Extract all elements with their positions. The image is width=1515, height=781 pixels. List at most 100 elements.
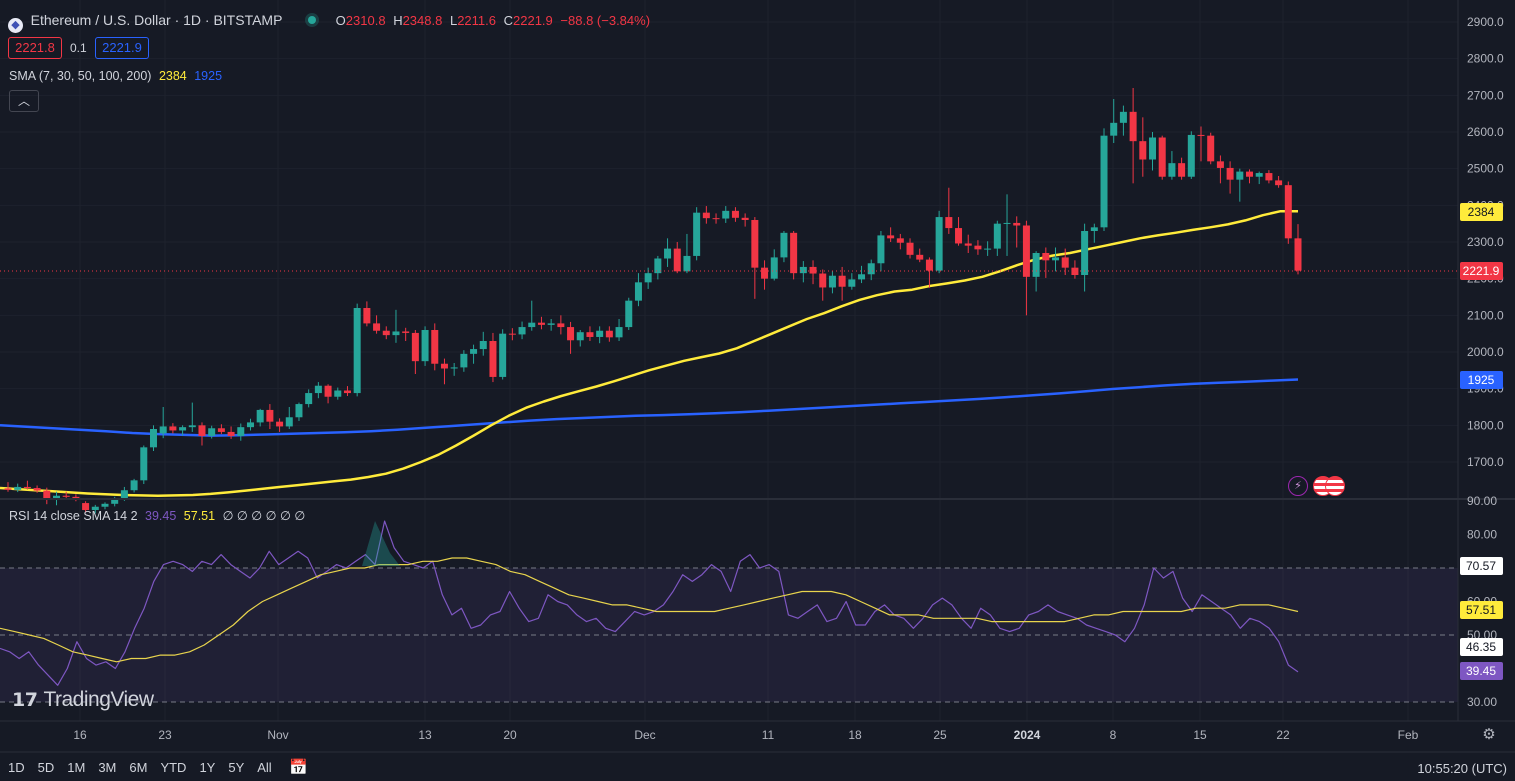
candle[interactable]: [838, 266, 846, 301]
timeframe-5y-button[interactable]: 5Y: [228, 760, 245, 775]
sma-blue-price-badge[interactable]: 1925: [1460, 371, 1503, 389]
sma-blue-polyline[interactable]: [0, 378, 1299, 437]
candle[interactable]: [256, 408, 264, 427]
last-price-badge[interactable]: 2221.9: [1460, 262, 1503, 280]
candle[interactable]: [858, 265, 866, 284]
candle[interactable]: [91, 504, 99, 514]
candle[interactable]: [974, 240, 982, 255]
candle[interactable]: [1178, 157, 1186, 180]
candle[interactable]: [1061, 248, 1069, 275]
candle[interactable]: [799, 261, 807, 283]
candle[interactable]: [431, 323, 439, 371]
candle[interactable]: [314, 382, 322, 399]
timeframe-1y-button[interactable]: 1Y: [199, 760, 216, 775]
candle[interactable]: [1013, 216, 1021, 248]
us-flag-event-icon-2[interactable]: [1325, 476, 1345, 496]
candle[interactable]: [751, 217, 759, 299]
candle[interactable]: [1236, 168, 1244, 202]
rsi-mid-badge[interactable]: 46.35: [1460, 638, 1503, 656]
candle[interactable]: [499, 329, 507, 380]
sma-yellow-price-badge[interactable]: 2384: [1460, 203, 1503, 221]
candle[interactable]: [1246, 169, 1254, 184]
candle[interactable]: [1003, 194, 1011, 256]
timeframe-1m-button[interactable]: 1M: [67, 760, 86, 775]
timeframe-6m-button[interactable]: 6M: [129, 760, 148, 775]
candle[interactable]: [373, 315, 381, 334]
date-range-button[interactable]: 📅: [289, 758, 311, 778]
candle[interactable]: [896, 233, 904, 250]
candle[interactable]: [1284, 181, 1292, 244]
candle[interactable]: [285, 407, 293, 429]
candle[interactable]: [14, 483, 22, 493]
candle[interactable]: [508, 328, 516, 341]
candle[interactable]: [586, 326, 594, 341]
rsi-value-badge[interactable]: 39.45: [1460, 662, 1503, 680]
candle[interactable]: [440, 358, 448, 385]
utc-clock[interactable]: 10:55:20 (UTC): [1417, 761, 1507, 776]
candle[interactable]: [411, 330, 419, 374]
candle[interactable]: [673, 242, 681, 274]
candle[interactable]: [1052, 247, 1060, 272]
rsi-upper-badge[interactable]: 70.57: [1460, 557, 1503, 575]
candle[interactable]: [1197, 126, 1205, 162]
candle[interactable]: [683, 233, 691, 274]
sma-legend[interactable]: SMA (7, 30, 50, 100, 200) 2384 1925: [9, 69, 222, 83]
candle[interactable]: [693, 207, 701, 261]
market-status-icon[interactable]: [308, 16, 317, 24]
candle[interactable]: [1071, 260, 1079, 279]
candle[interactable]: [188, 402, 196, 432]
collapse-legend-button[interactable]: ︿: [9, 90, 39, 112]
candle[interactable]: [1149, 132, 1157, 171]
candle[interactable]: [217, 424, 225, 435]
candle[interactable]: [596, 326, 604, 344]
candle[interactable]: [382, 326, 390, 340]
timeframe-3m-button[interactable]: 3M: [98, 760, 117, 775]
candle[interactable]: [1022, 220, 1030, 316]
candle[interactable]: [392, 309, 400, 343]
candle[interactable]: [208, 425, 216, 439]
candle[interactable]: [964, 234, 972, 253]
candle[interactable]: [935, 210, 943, 274]
candle[interactable]: [402, 327, 410, 341]
candle[interactable]: [615, 319, 623, 341]
candle[interactable]: [993, 220, 1001, 256]
candle[interactable]: [819, 269, 827, 301]
candle[interactable]: [130, 478, 138, 493]
candle[interactable]: [557, 315, 565, 335]
timeframe-5d-button[interactable]: 5D: [37, 760, 55, 775]
candle[interactable]: [867, 259, 875, 281]
candle[interactable]: [421, 326, 429, 366]
candle[interactable]: [1081, 223, 1089, 292]
rsi-ma-polyline[interactable]: [0, 557, 1299, 663]
candle[interactable]: [567, 321, 575, 354]
time-axis-settings-button[interactable]: ⚙: [1480, 726, 1498, 744]
candle[interactable]: [266, 404, 274, 429]
candle[interactable]: [1139, 117, 1147, 177]
candle[interactable]: [828, 271, 836, 294]
candle[interactable]: [62, 491, 70, 499]
candle[interactable]: [887, 227, 895, 242]
candle[interactable]: [1090, 223, 1098, 243]
candle[interactable]: [295, 402, 303, 421]
candle[interactable]: [654, 255, 662, 280]
candle[interactable]: [664, 238, 672, 267]
candle[interactable]: [246, 418, 254, 431]
candle[interactable]: [169, 423, 177, 434]
candle[interactable]: [363, 301, 371, 327]
candle[interactable]: [634, 273, 642, 307]
candle[interactable]: [848, 273, 856, 290]
ask-box[interactable]: 2221.9: [95, 37, 149, 59]
candle[interactable]: [198, 422, 206, 446]
candle[interactable]: [450, 363, 458, 376]
candle[interactable]: [547, 319, 555, 331]
symbol-title[interactable]: Ethereum / U.S. Dollar · 1D · BITSTAMP: [30, 12, 283, 28]
candle[interactable]: [1255, 171, 1263, 185]
candle[interactable]: [916, 248, 924, 263]
candle[interactable]: [179, 425, 187, 436]
candle[interactable]: [1187, 131, 1195, 179]
candle[interactable]: [470, 344, 478, 364]
candle[interactable]: [722, 206, 730, 223]
candle[interactable]: [479, 331, 487, 356]
candle[interactable]: [1158, 135, 1166, 180]
